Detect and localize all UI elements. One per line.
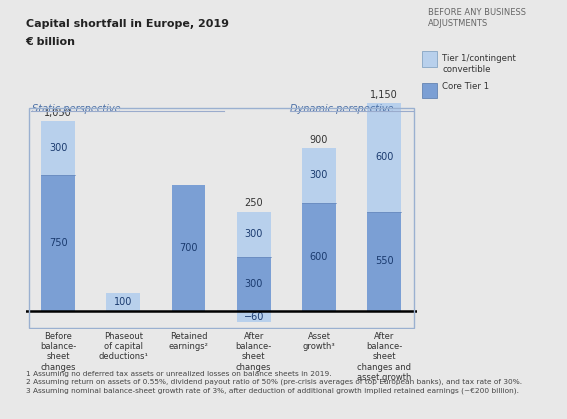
Text: 250: 250 bbox=[244, 198, 263, 208]
Text: 300: 300 bbox=[244, 229, 263, 239]
Bar bbox=[41, 122, 75, 176]
Text: 100: 100 bbox=[114, 297, 133, 307]
Bar bbox=[302, 148, 336, 202]
Text: 1,050: 1,050 bbox=[44, 108, 72, 118]
Text: 300: 300 bbox=[310, 171, 328, 181]
Text: 600: 600 bbox=[310, 252, 328, 262]
Text: Dynamic perspective: Dynamic perspective bbox=[290, 104, 393, 114]
Text: Core Tier 1: Core Tier 1 bbox=[442, 82, 489, 91]
Text: € billion: € billion bbox=[26, 37, 75, 47]
Text: Capital shortfall in Europe, 2019: Capital shortfall in Europe, 2019 bbox=[26, 19, 229, 29]
Text: Static perspective: Static perspective bbox=[32, 104, 121, 114]
Text: 1 Assuming no deferred tax assets or unrealized losses on balance sheets in 2019: 1 Assuming no deferred tax assets or unr… bbox=[26, 371, 522, 394]
Text: 600: 600 bbox=[375, 153, 393, 163]
Text: 750: 750 bbox=[49, 238, 67, 248]
Text: After
balance-
sheet
changes: After balance- sheet changes bbox=[236, 331, 272, 372]
Text: 900: 900 bbox=[310, 135, 328, 145]
Text: Phaseout
of capital
deductions¹: Phaseout of capital deductions¹ bbox=[99, 331, 148, 362]
Bar bbox=[367, 103, 401, 212]
Bar bbox=[237, 257, 270, 311]
Bar bbox=[237, 311, 270, 322]
Bar bbox=[41, 176, 75, 311]
Bar bbox=[302, 202, 336, 311]
Bar bbox=[172, 184, 205, 311]
Bar bbox=[107, 293, 140, 311]
Text: Asset
growth³: Asset growth³ bbox=[303, 331, 335, 351]
Text: 300: 300 bbox=[49, 143, 67, 153]
Bar bbox=[367, 212, 401, 311]
Text: Retained
earnings²: Retained earnings² bbox=[168, 331, 209, 351]
Text: Tier 1/contingent
convertible: Tier 1/contingent convertible bbox=[442, 54, 516, 74]
Bar bbox=[237, 212, 270, 257]
Text: 550: 550 bbox=[375, 256, 393, 266]
Text: 1,150: 1,150 bbox=[370, 90, 398, 100]
Text: BEFORE ANY BUSINESS
ADJUSTMENTS: BEFORE ANY BUSINESS ADJUSTMENTS bbox=[428, 8, 526, 28]
Text: Before
balance-
sheet
changes: Before balance- sheet changes bbox=[40, 331, 76, 372]
Text: After
balance-
sheet
changes and
asset growth: After balance- sheet changes and asset g… bbox=[357, 331, 411, 382]
Text: −60: −60 bbox=[244, 312, 264, 322]
Text: 700: 700 bbox=[179, 243, 198, 253]
Text: 300: 300 bbox=[244, 279, 263, 289]
